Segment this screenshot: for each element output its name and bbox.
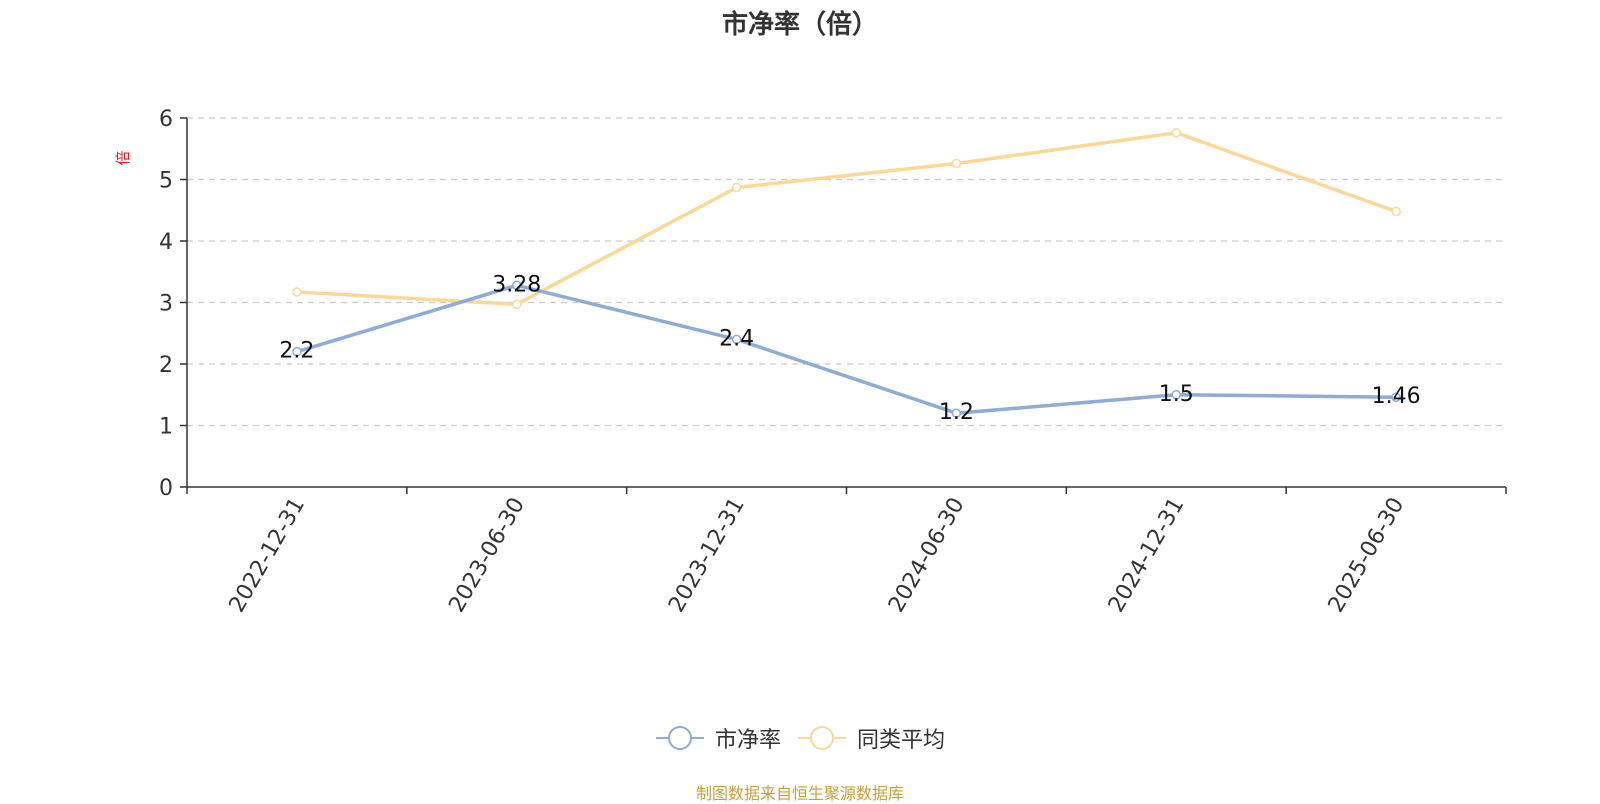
data-point <box>951 158 962 169</box>
data-point <box>1171 390 1181 400</box>
y-tick-label: 2 <box>159 353 173 378</box>
footer-note: 制图数据来自恒生聚源数据库 <box>695 784 904 803</box>
y-tick-label: 5 <box>159 169 173 194</box>
data-point <box>292 346 302 357</box>
y-axis-label: 倍 <box>114 150 132 165</box>
series-line-0 <box>296 283 1397 415</box>
x-tick-label: 2023-12-31 <box>664 494 750 617</box>
x-tick-label: 2023-06-30 <box>444 494 530 617</box>
data-point <box>292 287 302 297</box>
data-label: 1.2 <box>939 400 974 425</box>
data-labels: 2.2 3.28 2.4 1.2 1.5 1.46 <box>279 272 1420 425</box>
grid-lines <box>187 117 1506 427</box>
x-tick-label: 2024-06-30 <box>884 494 970 617</box>
data-label: 3.28 <box>492 272 541 297</box>
data-point <box>1171 128 1181 138</box>
legend-item[interactable]: 市净率 <box>655 722 781 754</box>
y-tick-label: 3 <box>159 292 173 317</box>
axes: 0 1 2 3 4 5 6 2022-12-31 2023-06-30 2023-12-31 202… <box>159 107 1507 617</box>
data-label: 2.2 <box>279 339 314 364</box>
legend-label: 同类平均 <box>857 728 946 753</box>
legend-label: 市净率 <box>714 728 781 753</box>
data-point <box>731 182 742 193</box>
legend-marker-icon <box>655 726 704 750</box>
x-tick-label: 2024-12-31 <box>1104 494 1190 617</box>
data-label: 2.4 <box>719 326 754 351</box>
x-tick-label: 2022-12-31 <box>225 494 311 617</box>
chart-title: 市净率（倍） <box>721 10 878 40</box>
data-point <box>512 299 522 310</box>
data-point <box>512 280 522 291</box>
y-tick-label: 1 <box>159 415 173 440</box>
data-point <box>1391 206 1401 217</box>
data-label: 1.5 <box>1159 382 1194 407</box>
data-point <box>1391 392 1401 402</box>
y-tick-label: 4 <box>159 230 173 255</box>
x-tick-label: 2025-06-30 <box>1324 494 1410 617</box>
data-label: 1.46 <box>1372 384 1421 409</box>
series-line-1 <box>296 131 1397 307</box>
data-point <box>731 334 742 345</box>
y-tick-label: 0 <box>159 476 173 501</box>
data-point <box>951 408 962 418</box>
y-tick-label: 6 <box>159 107 173 132</box>
series-lines <box>292 128 1401 418</box>
legend-marker-icon <box>798 726 846 750</box>
legend: 市净率 同类平均 <box>0 722 1600 754</box>
legend-item[interactable]: 同类平均 <box>797 722 945 754</box>
